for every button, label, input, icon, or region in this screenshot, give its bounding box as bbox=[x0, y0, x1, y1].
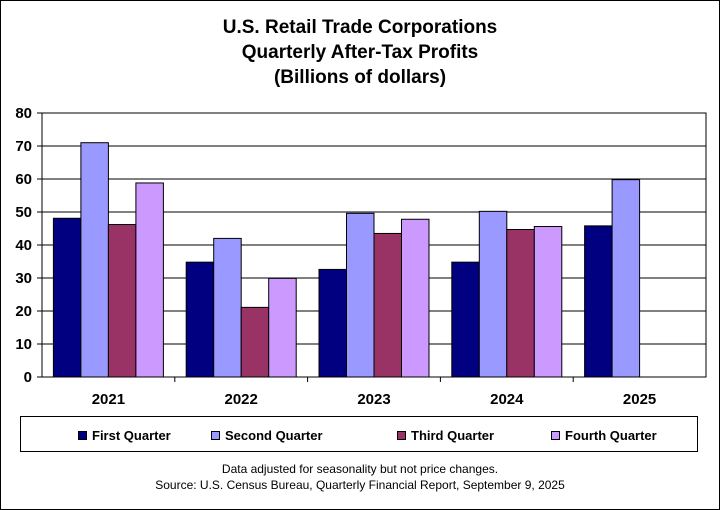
footnote: Data adjusted for seasonality but not pr… bbox=[0, 461, 720, 493]
bar bbox=[135, 182, 164, 378]
bar bbox=[611, 179, 641, 378]
y-tick-label: 50 bbox=[15, 204, 32, 221]
y-tick-labels: 0 10 20 30 40 50 60 70 80 bbox=[15, 105, 32, 386]
bar bbox=[506, 228, 535, 378]
y-tick-label: 10 bbox=[15, 336, 32, 353]
legend-swatch bbox=[211, 430, 220, 440]
bar bbox=[107, 224, 137, 378]
x-tick-label: 2022 bbox=[225, 391, 258, 408]
bar bbox=[268, 277, 297, 378]
legend-item: Second Quarter bbox=[211, 427, 323, 443]
legend-swatch bbox=[78, 430, 87, 440]
y-tick-label: 70 bbox=[15, 138, 32, 155]
legend: First Quarter Second Quarter Third Quarter… bbox=[20, 416, 698, 452]
legend-item: First Quarter bbox=[78, 427, 171, 443]
x-tick-label: 2023 bbox=[357, 391, 390, 408]
bar bbox=[240, 306, 270, 378]
bar bbox=[584, 225, 613, 378]
bar bbox=[318, 268, 347, 378]
legend-label: Third Quarter bbox=[411, 427, 495, 443]
bar bbox=[478, 210, 508, 378]
legend-item: Fourth Quarter bbox=[551, 427, 657, 443]
axes bbox=[37, 112, 707, 382]
y-tick-label: 30 bbox=[15, 270, 32, 287]
title-line-1: U.S. Retail Trade Corporations bbox=[222, 17, 498, 38]
bar bbox=[346, 212, 375, 378]
bar bbox=[401, 218, 430, 378]
chart-title: U.S. Retail Trade Corporations Quarterly… bbox=[0, 15, 720, 90]
y-tick-label: 40 bbox=[15, 237, 32, 254]
x-tick-label: 2021 bbox=[92, 391, 125, 408]
y-tick-label: 20 bbox=[15, 303, 32, 320]
bar bbox=[533, 226, 563, 378]
footnote-line-2: Source: U.S. Census Bureau, Quarterly Fi… bbox=[155, 478, 565, 492]
legend-label: Second Quarter bbox=[225, 427, 323, 443]
bar bbox=[52, 217, 82, 378]
bar bbox=[80, 142, 109, 378]
bar bbox=[213, 237, 242, 378]
bar bbox=[373, 232, 402, 378]
legend-swatch bbox=[551, 430, 560, 440]
plot-border bbox=[41, 112, 707, 378]
legend-swatch bbox=[397, 430, 406, 440]
legend-label: First Quarter bbox=[92, 427, 171, 443]
y-tick-label: 0 bbox=[24, 369, 32, 386]
bars bbox=[52, 142, 641, 378]
x-tick-labels: 2021 2022 2023 2024 2025 bbox=[92, 391, 657, 408]
title-line-3: (Billions of dollars) bbox=[273, 67, 447, 88]
x-tick-label: 2024 bbox=[490, 391, 524, 408]
legend-label: Fourth Quarter bbox=[565, 427, 657, 443]
legend-item: Third Quarter bbox=[397, 427, 494, 443]
bar bbox=[451, 261, 480, 378]
y-tick-label: 60 bbox=[15, 171, 32, 188]
bar bbox=[185, 261, 215, 378]
x-tick-label: 2025 bbox=[623, 391, 656, 408]
y-tick-label: 80 bbox=[15, 105, 32, 122]
footnote-line-1: Data adjusted for seasonality but not pr… bbox=[221, 462, 499, 476]
title-line-2: Quarterly After-Tax Profits bbox=[241, 42, 479, 63]
